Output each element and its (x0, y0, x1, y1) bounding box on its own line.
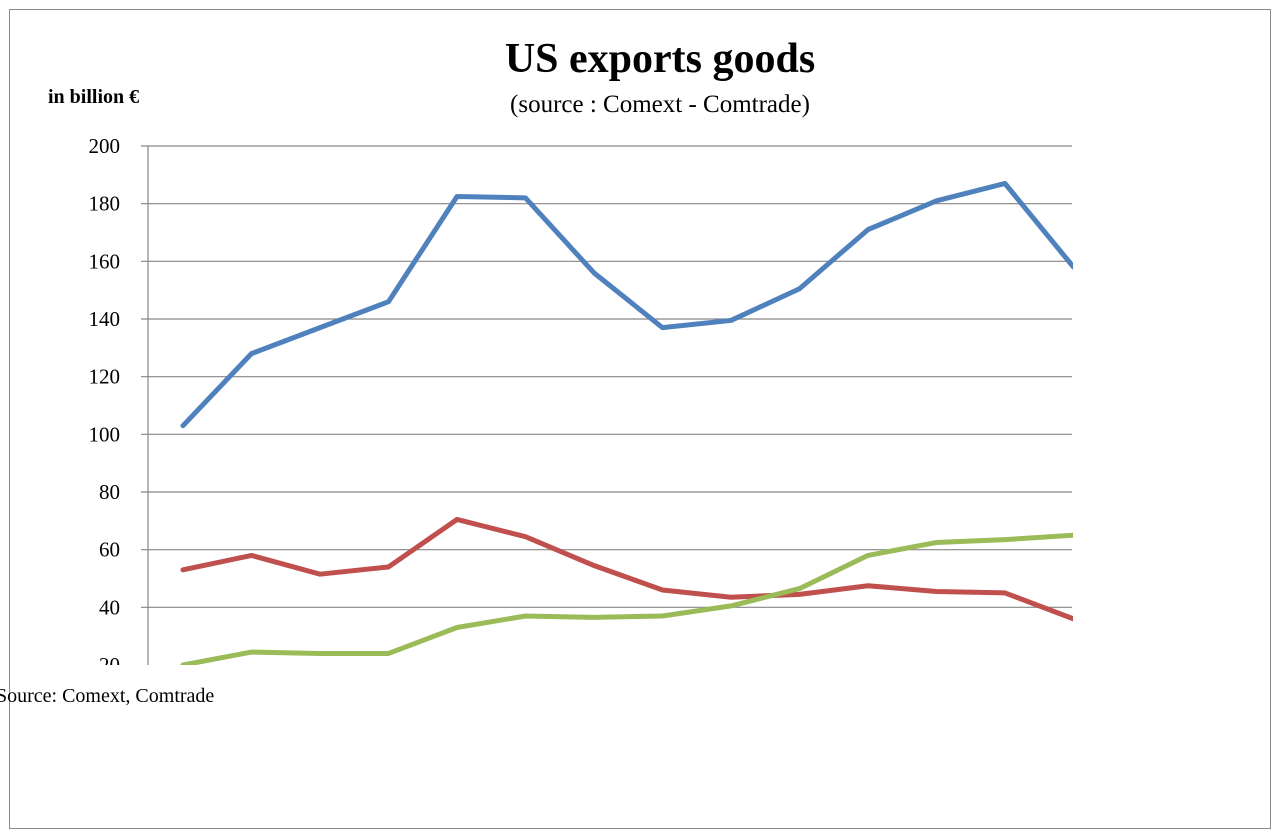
y-tick-label: 100 (89, 422, 121, 446)
grid-lines (141, 145, 1072, 608)
y-tick-label: 120 (89, 365, 121, 389)
chart-title: US exports goods (504, 36, 816, 82)
series-line-2 (180, 516, 1073, 622)
y-tick-label: 40 (99, 595, 120, 619)
y-tick-label: 80 (99, 480, 120, 504)
y-tick-label: 140 (89, 307, 121, 331)
series-line-3 (180, 532, 1073, 665)
series-lines (180, 180, 1073, 665)
y-tick-label: 60 (99, 538, 120, 562)
y-tick-label: 20 (99, 653, 120, 677)
series-line-1 (180, 180, 1073, 429)
y-tick-label: 160 (89, 249, 121, 273)
chart-subtitle: (source : Comext - Comtrade) (510, 91, 810, 118)
y-tick-labels: 20 40 60 80 100 120 140 160 180 200 (89, 134, 121, 677)
line-chart: 20 40 60 80 100 120 140 160 180 200 (89, 134, 1073, 677)
y-tick-label: 200 (89, 134, 121, 158)
y-axis-unit-label: in billion € (48, 86, 140, 108)
y-tick-label: 180 (89, 192, 121, 216)
source-note: Source: Comext, Comtrade (0, 685, 215, 707)
